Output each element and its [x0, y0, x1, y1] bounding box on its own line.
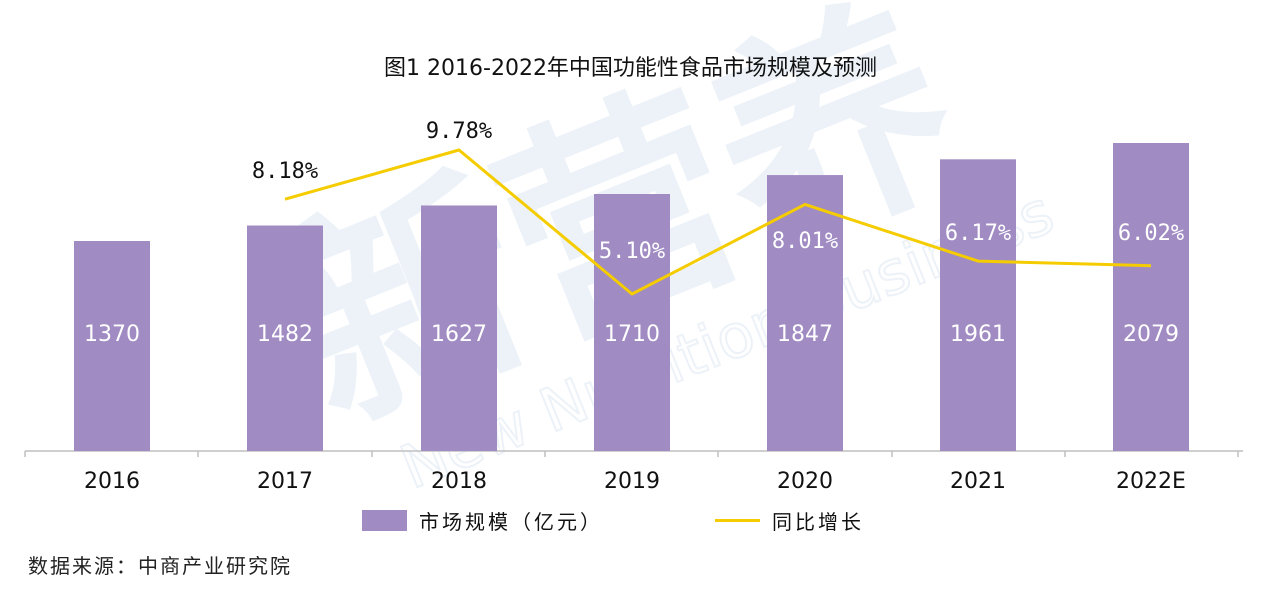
x-tick-label: 2021	[950, 469, 1006, 494]
bar	[940, 159, 1016, 451]
bar	[1113, 143, 1189, 451]
bar-value-label: 1482	[257, 322, 313, 347]
legend: 市场规模（亿元） 同比增长	[0, 502, 1261, 542]
bar	[247, 225, 323, 451]
bar	[594, 194, 670, 452]
legend-item-line: 同比增长	[715, 502, 864, 538]
legend-label-line: 同比增长	[772, 509, 864, 534]
bar-value-label: 1627	[431, 322, 487, 347]
growth-line	[284, 148, 1152, 296]
growth-value-label: 6.17%	[945, 221, 1011, 246]
legend-swatch-line	[715, 518, 760, 522]
x-tick-label: 2022E	[1116, 469, 1186, 494]
growth-value-label: 5.10%	[599, 239, 665, 264]
x-tick-label: 2017	[257, 469, 313, 494]
bar-value-label: 1961	[950, 322, 1006, 347]
bar	[767, 175, 843, 452]
x-tick-label: 2016	[84, 469, 140, 494]
x-tick-label: 2020	[777, 469, 833, 494]
legend-label-bar: 市场规模（亿元）	[419, 509, 603, 534]
bar	[74, 241, 150, 451]
legend-swatch-bar	[362, 509, 407, 531]
x-tick-label: 2019	[604, 469, 660, 494]
chart-title: 图1 2016-2022年中国功能性食品市场规模及预测	[384, 56, 877, 81]
source-note: 数据来源：中商产业研究院	[28, 554, 292, 578]
bar-value-label: 2079	[1123, 322, 1179, 347]
bar	[421, 205, 497, 451]
growth-value-label: 9.78%	[426, 119, 492, 144]
growth-value-label: 8.18%	[252, 159, 318, 184]
bar-value-label: 1710	[604, 322, 660, 347]
bar-value-label: 1370	[84, 322, 140, 347]
bar-value-label: 1847	[777, 322, 833, 347]
growth-value-label: 8.01%	[772, 229, 838, 254]
x-tick-label: 2018	[431, 469, 487, 494]
legend-item-bar: 市场规模（亿元）	[362, 502, 603, 538]
growth-value-label: 6.02%	[1118, 221, 1184, 246]
